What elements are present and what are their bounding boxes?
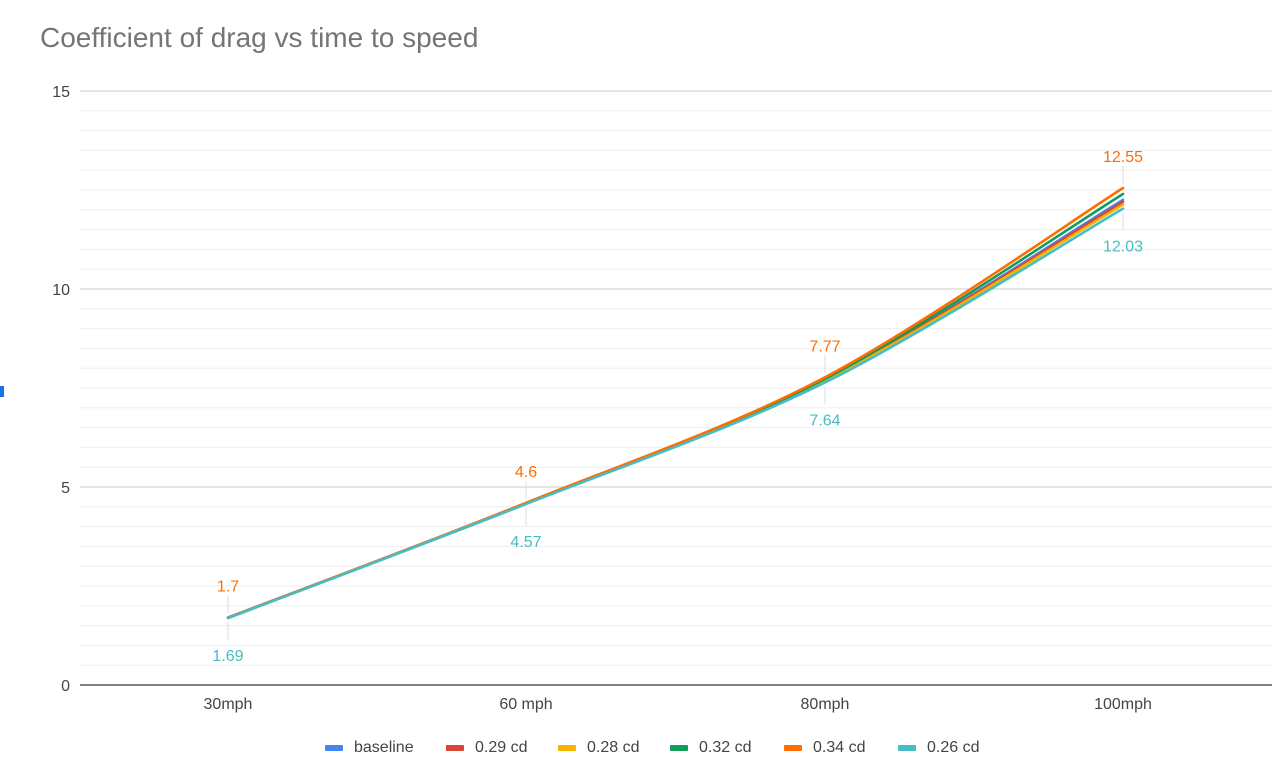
legend-swatch: [325, 745, 343, 751]
legend-item[interactable]: 0.28 cd: [558, 736, 639, 760]
left-edge-marker: [0, 386, 4, 397]
legend-label: 0.26 cd: [927, 739, 980, 756]
legend: baseline 0.29 cd 0.28 cd 0.32 cd 0.34 cd 0.26…: [0, 736, 1288, 760]
legend-item[interactable]: 0.34 cd: [784, 736, 865, 760]
y-axis-tick-labels: 0 5 10 15: [52, 84, 70, 695]
chart-title: Coefficient of drag vs time to speed: [40, 22, 479, 53]
legend-label: 0.32 cd: [699, 739, 752, 756]
legend-label: baseline: [354, 739, 414, 756]
data-label: 1.7: [217, 579, 239, 596]
series-line-0-34-cd: [226, 186, 1125, 619]
legend-swatch: [446, 745, 464, 751]
series-line-baseline: [226, 198, 1125, 619]
y-tick-label: 5: [61, 480, 70, 497]
legend-label: 0.29 cd: [475, 739, 528, 756]
legend-item[interactable]: 0.29 cd: [446, 736, 527, 760]
series-line-0-32-cd: [226, 192, 1125, 619]
legend-item[interactable]: 0.26 cd: [898, 736, 979, 760]
data-label: 7.64: [809, 412, 840, 429]
y-tick-label: 15: [52, 84, 70, 101]
y-tick-label: 0: [61, 678, 70, 695]
data-label: 12.03: [1103, 239, 1143, 256]
data-label: 1.69: [212, 648, 243, 665]
x-tick-label: 80mph: [801, 696, 850, 713]
legend-swatch: [558, 745, 576, 751]
legend-item[interactable]: baseline: [325, 736, 414, 760]
x-tick-label: 60 mph: [499, 696, 552, 713]
series-line-0-29-cd: [226, 200, 1125, 619]
data-labels: 1.7 4.6 7.77 12.55 1.69 4.57 7.64 12.03: [212, 149, 1143, 665]
data-label: 12.55: [1103, 149, 1143, 166]
data-label-leaders: [227, 166, 1124, 641]
data-label: 4.57: [510, 534, 541, 551]
line-chart: 0 5 10 15 30mph 60 mph 80mph 100mph 1.7 4.6 7.77…: [52, 84, 1272, 713]
series-line-0-26-cd: [226, 207, 1125, 620]
major-gridlines: [80, 90, 1272, 686]
data-label: 7.77: [809, 338, 840, 355]
series-line-0-28-cd: [226, 203, 1125, 620]
y-tick-label: 10: [52, 282, 70, 299]
series-lines: [226, 186, 1125, 620]
legend-swatch: [898, 745, 916, 751]
legend-label: 0.34 cd: [813, 739, 866, 756]
data-label: 4.6: [515, 464, 537, 481]
minor-gridlines: [80, 110, 1272, 666]
legend-item[interactable]: 0.32 cd: [670, 736, 751, 760]
x-tick-label: 30mph: [204, 696, 253, 713]
legend-swatch: [670, 745, 688, 751]
x-axis-tick-labels: 30mph 60 mph 80mph 100mph: [204, 696, 1152, 713]
x-tick-label: 100mph: [1094, 696, 1152, 713]
legend-swatch: [784, 745, 802, 751]
legend-label: 0.28 cd: [587, 739, 640, 756]
